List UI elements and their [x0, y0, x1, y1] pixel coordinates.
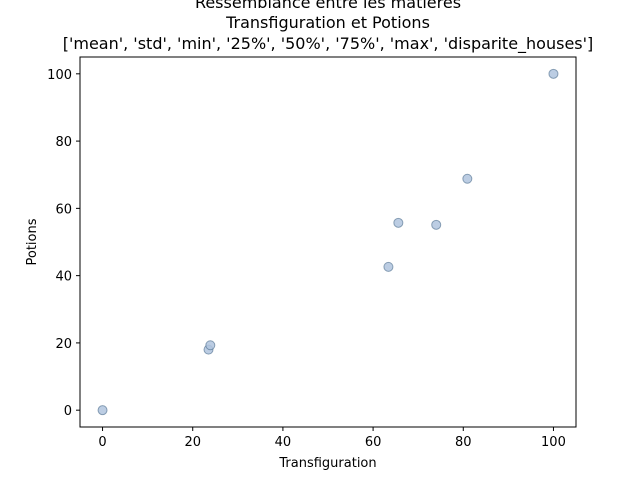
y-tick-label: 0	[64, 404, 72, 419]
data-point-5	[431, 219, 442, 230]
x-tick-label: 0	[98, 435, 106, 450]
data-point-3	[383, 261, 394, 272]
chart-title: Ressemblance entre les matières Transfig…	[63, 0, 594, 54]
y-axis-ticks: 0 20 40 60 80 100	[47, 68, 80, 419]
x-tick-label: 20	[184, 435, 201, 450]
data-point-4	[393, 217, 404, 228]
x-axis-label: Transfiguration	[278, 456, 376, 471]
x-axis-ticks: 0 20 40 60 80 100	[98, 427, 566, 450]
y-tick-label: 100	[47, 68, 72, 83]
x-tick-label: 60	[365, 435, 382, 450]
data-point-2	[205, 340, 216, 351]
data-point-6	[462, 173, 473, 184]
y-tick-label: 20	[55, 337, 72, 352]
data-points	[97, 68, 559, 416]
x-tick-label: 80	[455, 435, 472, 450]
y-tick-label: 60	[55, 202, 72, 217]
x-tick-label: 40	[275, 435, 292, 450]
data-point-0	[97, 405, 108, 416]
title-line-3: ['mean', 'std', 'min', '25%', '50%', '75…	[63, 34, 594, 54]
plot-frame	[79, 56, 577, 428]
x-tick-label: 100	[541, 435, 566, 450]
y-tick-label: 40	[55, 270, 72, 285]
y-tick-label: 80	[55, 135, 72, 150]
data-point-7	[548, 68, 559, 79]
plot-area	[80, 57, 576, 427]
title-line-2: Transfiguration et Potions	[225, 13, 430, 32]
y-axis-label: Potions	[25, 218, 40, 265]
title-line-1: Ressemblance entre les matières	[195, 0, 461, 12]
